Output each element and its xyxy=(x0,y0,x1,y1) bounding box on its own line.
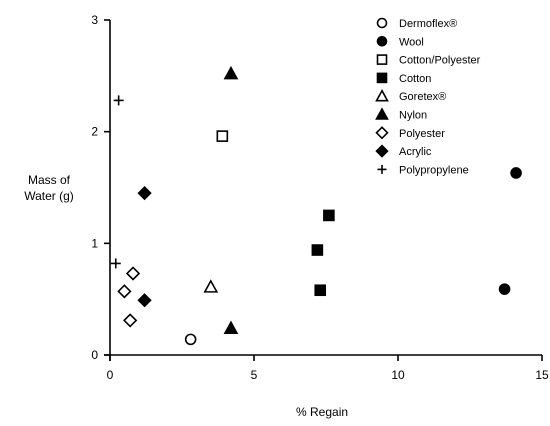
legend-label-acrylic: Acrylic xyxy=(399,146,432,158)
data-point-goretex xyxy=(203,279,219,293)
legend-label-polyester: Polyester xyxy=(399,128,445,140)
x-tick-label: 10 xyxy=(391,368,405,382)
data-point-acrylic xyxy=(137,293,152,308)
legend-label-goretex: Goretex® xyxy=(399,91,446,103)
data-point-polypropylene xyxy=(113,95,124,106)
data-point-cotton xyxy=(311,244,324,256)
y-tick-label: 1 xyxy=(91,236,98,250)
legend-marker-cotton xyxy=(376,72,388,84)
data-point-acrylic xyxy=(137,185,152,201)
legend-marker-goretex xyxy=(375,89,389,102)
legend-label-cotton-polyester: Cotton/Polyester xyxy=(399,55,481,67)
y-tick-label: 2 xyxy=(91,125,98,139)
legend-label-cotton: Cotton xyxy=(399,73,431,85)
tick-labels: 0 1 2 3 0 5 10 15 xyxy=(91,13,549,382)
y-tick-label: 3 xyxy=(91,13,98,27)
y-axis-label-line-2: Water (g) xyxy=(24,189,74,203)
y-axis-label-line-1: Mass of xyxy=(27,173,70,187)
legend-marker-wool xyxy=(376,35,388,47)
legend-marker-dermoflex xyxy=(376,17,388,29)
data-point-wool xyxy=(498,283,511,295)
data-point-dermoflex xyxy=(184,333,197,346)
legend-marker-polypropylene xyxy=(377,164,387,174)
y-tick-label: 0 xyxy=(91,348,98,362)
x-axis-label: % Regain xyxy=(296,405,349,419)
data-point-polypropylene xyxy=(110,258,121,269)
data-point-nylon xyxy=(223,320,239,335)
x-tick-label: 0 xyxy=(107,368,114,382)
legend-label-wool: Wool xyxy=(399,36,424,48)
data-point-cotton-polyester xyxy=(216,130,229,142)
data-point-cotton xyxy=(323,209,335,222)
data-point-nylon xyxy=(223,65,239,80)
data-point-wool xyxy=(510,167,522,179)
x-tick-label: 15 xyxy=(535,368,549,382)
legend-label-polypropylene: Polypropylene xyxy=(399,164,469,176)
legend-marker-cotton-polyester xyxy=(376,54,388,65)
data-point-polyester xyxy=(125,266,141,281)
legend-marker-polyester xyxy=(375,126,389,140)
legend: Dermoflex® Wool Cotton/Polyester Cotton Gore… xyxy=(375,17,481,176)
legend-label-dermoflex: Dermoflex® xyxy=(399,18,457,30)
data-points xyxy=(110,65,522,346)
axes xyxy=(104,19,543,361)
x-tick-label: 5 xyxy=(251,368,258,382)
data-point-polyester xyxy=(117,284,132,299)
data-point-polyester xyxy=(123,313,138,328)
legend-marker-nylon xyxy=(375,107,389,120)
y-axis-label: Mass of Water (g) xyxy=(14,172,84,204)
legend-marker-acrylic xyxy=(375,144,389,158)
data-point-cotton xyxy=(314,284,327,297)
legend-label-nylon: Nylon xyxy=(399,110,427,122)
